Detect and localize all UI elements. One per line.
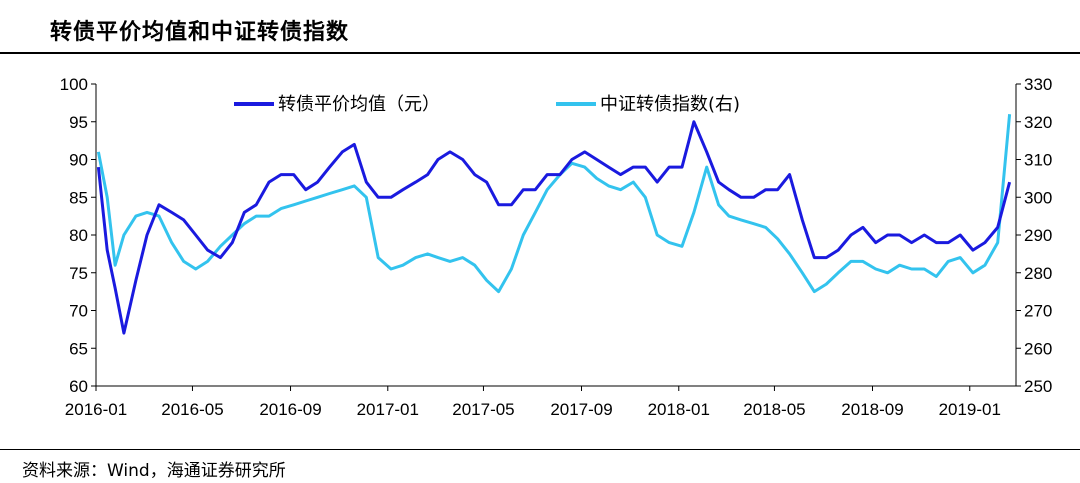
right-tick-label: 250 (1024, 377, 1052, 396)
x-tick-label: 2017-05 (452, 400, 514, 419)
right-tick-label: 290 (1024, 226, 1052, 245)
source-note: 资料来源：Wind，海通证券研究所 (22, 461, 286, 481)
legend: 转债平价均值（元） 中证转债指数(右) (234, 94, 740, 115)
axis-ticks: 60 65 70 75 80 85 90 95 100 250 260 270 280 290 300 310… (60, 75, 1053, 419)
right-tick-label: 300 (1024, 188, 1052, 207)
left-tick-label: 75 (69, 264, 88, 283)
left-tick-label: 70 (69, 302, 88, 321)
series-layer (96, 114, 1012, 335)
x-tick-label: 2017-09 (550, 400, 612, 419)
right-tick-label: 310 (1024, 151, 1052, 170)
page-title: 转债平价均值和中证转债指数 (50, 20, 350, 45)
right-tick-label: 330 (1024, 75, 1052, 94)
left-tick-label: 95 (69, 113, 88, 132)
x-tick-label: 2018-01 (648, 400, 710, 419)
right-tick-label: 280 (1024, 264, 1052, 283)
right-tick-label: 320 (1024, 113, 1052, 132)
left-tick-label: 85 (69, 188, 88, 207)
right-tick-label: 270 (1024, 302, 1052, 321)
x-tick-label: 2016-01 (65, 400, 127, 419)
legend-item-index-label: 中证转债指数(右) (600, 94, 740, 115)
footer-divider (0, 449, 1080, 450)
x-tick-label: 2018-09 (841, 400, 903, 419)
legend-item-parity-label: 转债平价均值（元） (278, 94, 440, 115)
left-tick-label: 80 (69, 226, 88, 245)
x-tick-label: 2016-09 (259, 400, 321, 419)
series-line-index (96, 114, 1012, 294)
chart-canvas: 60 65 70 75 80 85 90 95 100 250 260 270 280 290 300 310… (60, 75, 1053, 419)
series-line-parity (96, 120, 1012, 335)
x-tick-label: 2016-05 (161, 400, 223, 419)
left-tick-label: 90 (69, 151, 88, 170)
title-divider (0, 52, 1080, 54)
x-tick-label: 2019-01 (939, 400, 1001, 419)
right-tick-label: 260 (1024, 339, 1052, 358)
x-tick-label: 2017-01 (357, 400, 419, 419)
x-tick-label: 2018-05 (743, 400, 805, 419)
left-tick-label: 65 (69, 339, 88, 358)
left-tick-label: 100 (60, 75, 88, 94)
left-tick-label: 60 (69, 377, 88, 396)
